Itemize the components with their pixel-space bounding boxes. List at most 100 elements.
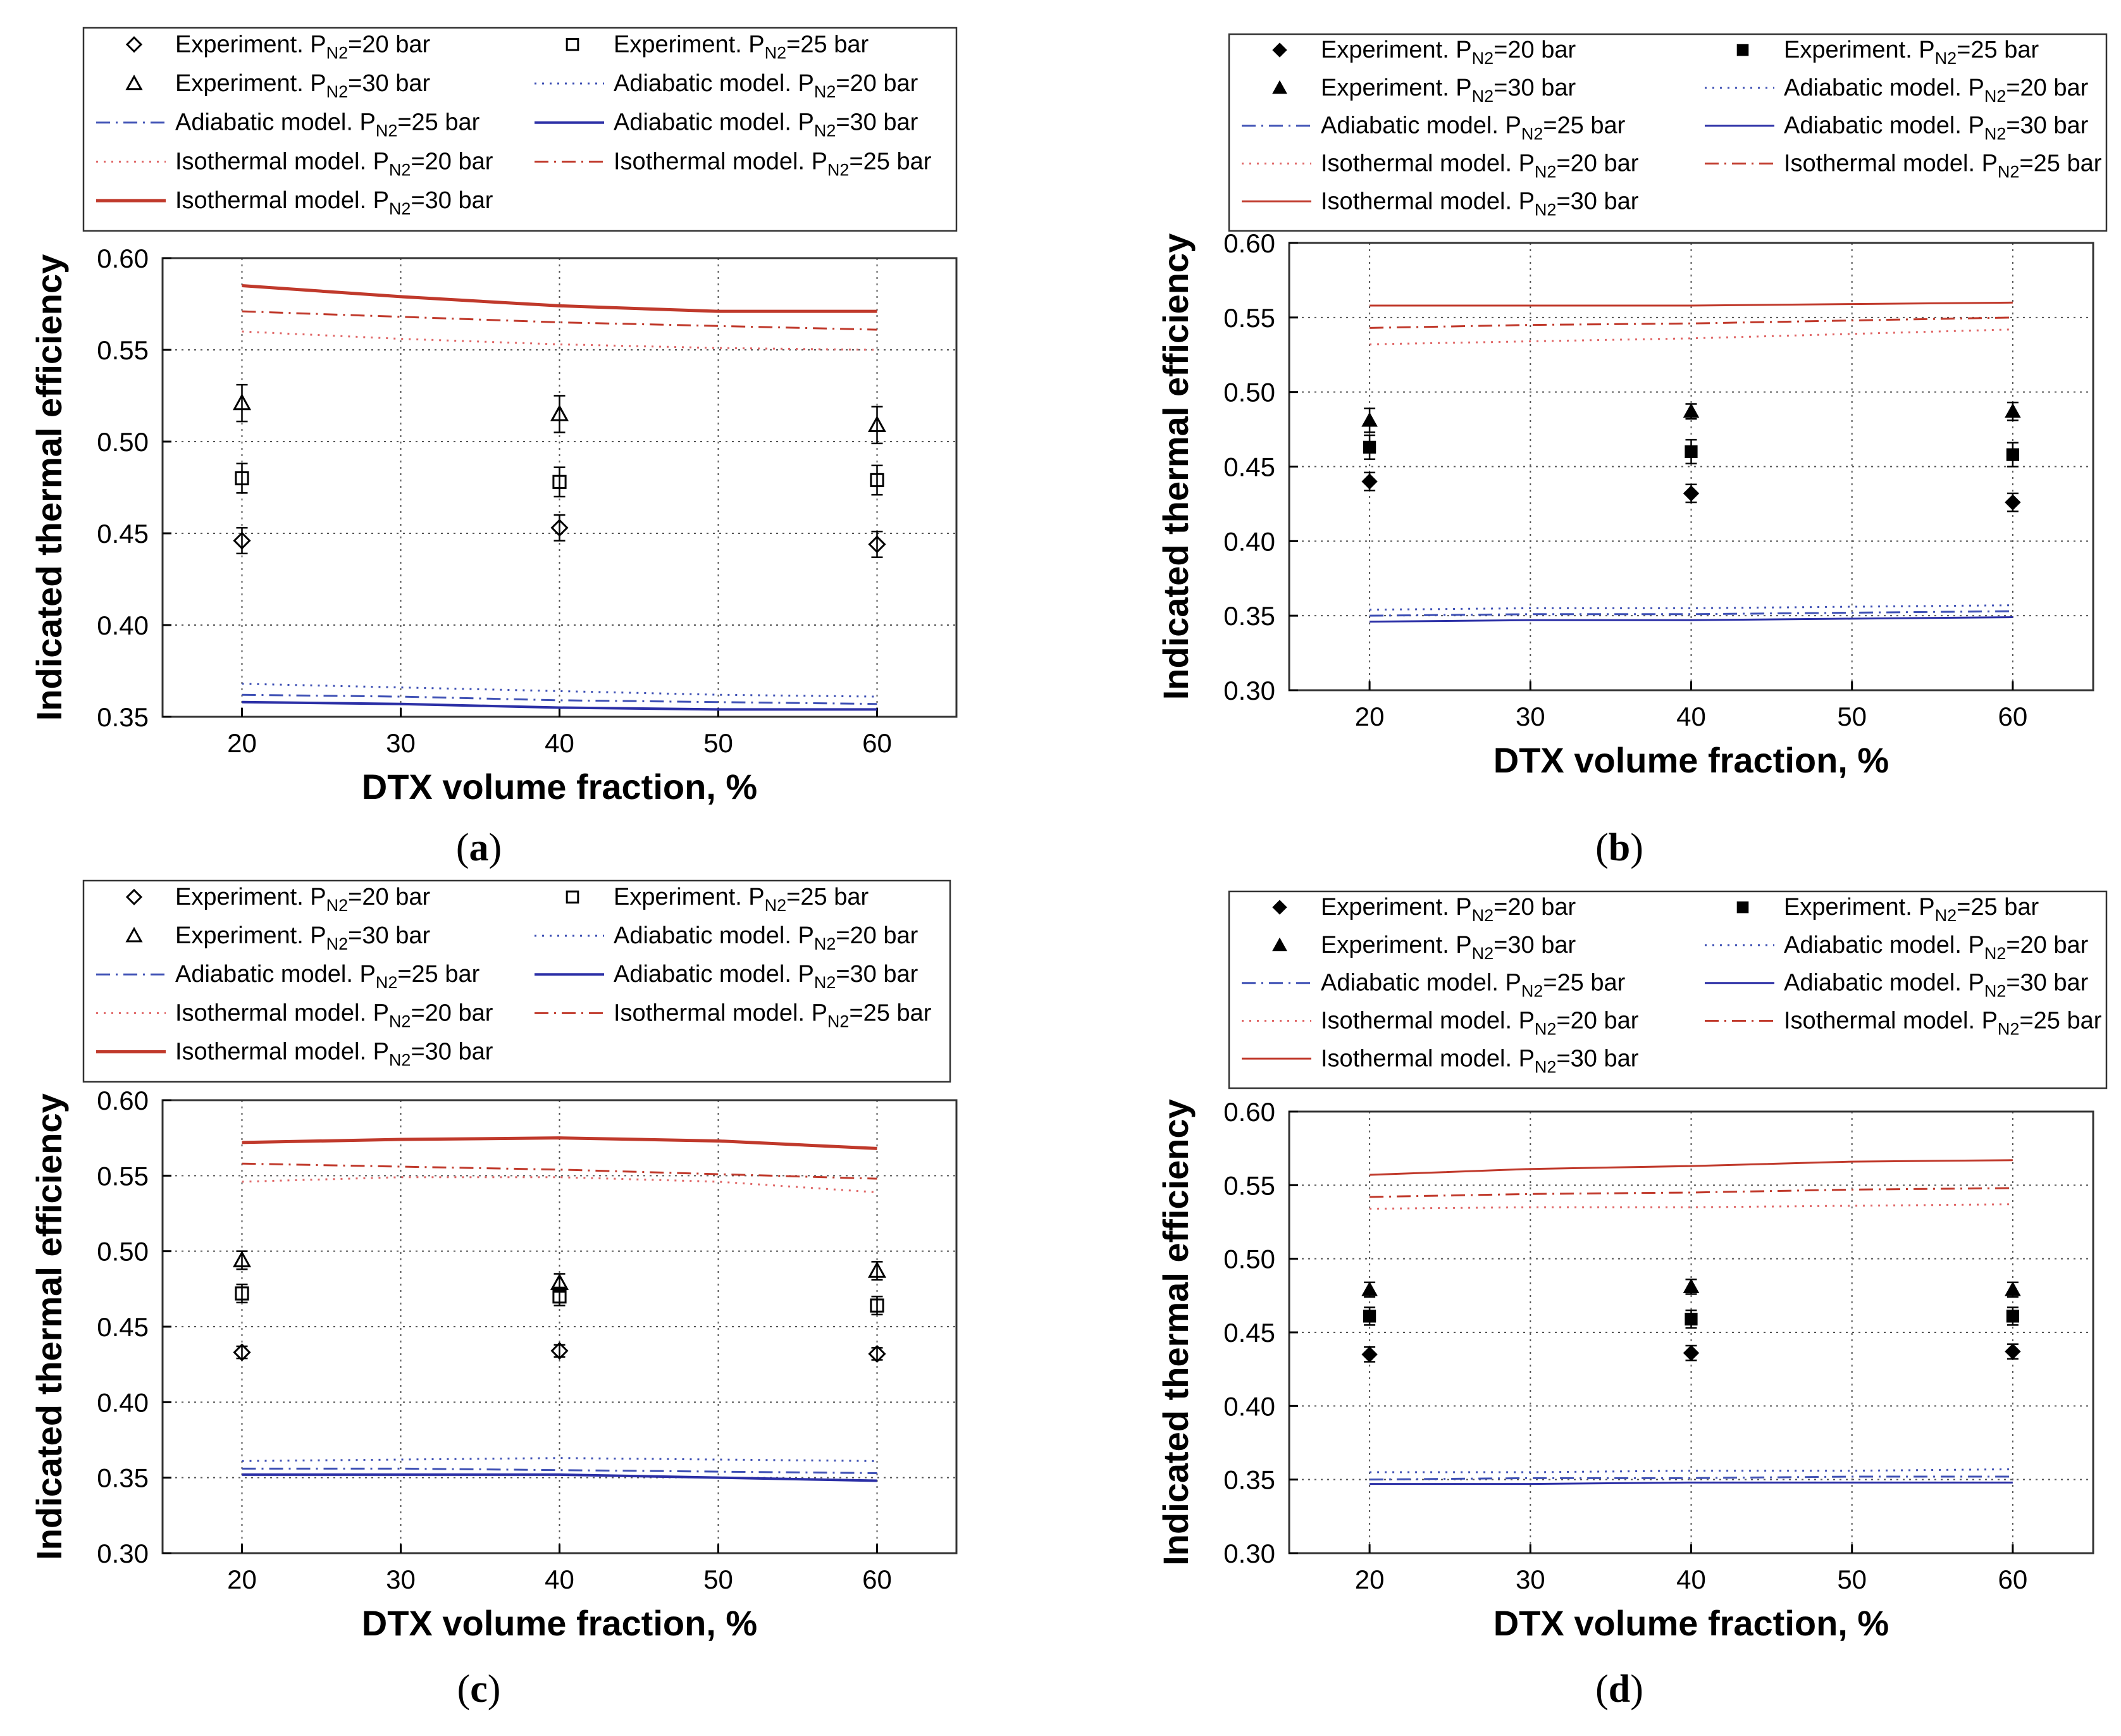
- legend-text-post: =30 bar: [836, 961, 918, 988]
- legend-text-post: =30 bar: [1556, 188, 1638, 214]
- legend-marker-exp30: [125, 926, 143, 943]
- legend-text-pre: Experiment. P: [175, 884, 326, 910]
- panel-label: (a): [456, 826, 502, 869]
- data-point-exp25: [552, 474, 567, 489]
- legend-marker-exp20: [125, 36, 143, 53]
- legend-marker-exp20: [1272, 900, 1287, 915]
- legend-text-post: =20 bar: [411, 148, 493, 175]
- x-axis-title: DTX volume fraction, %: [362, 767, 757, 807]
- panel-label-open: (: [456, 826, 469, 869]
- data-point-exp25: [2006, 1310, 2020, 1323]
- y-tick-label: 0.30: [1223, 1539, 1275, 1568]
- series-line-adi30: [242, 700, 877, 711]
- data-point-exp20: [233, 531, 251, 550]
- legend-text-post: =25 bar: [1543, 970, 1625, 996]
- legend-text-sub: N2: [1535, 163, 1557, 182]
- legend-label-exp20: Experiment. PN2=20 bar: [175, 884, 430, 915]
- legend-text-post: =30 bar: [411, 187, 493, 214]
- legend-frame: [1228, 890, 2108, 1089]
- legend-text-sub: N2: [814, 973, 836, 992]
- series-line-adi20: [1370, 604, 2013, 611]
- legend-text-post: =20 bar: [836, 70, 918, 97]
- x-tick-label: 60: [862, 728, 892, 758]
- data-point-exp30: [550, 404, 569, 421]
- legend-text-sub: N2: [1998, 1020, 2020, 1039]
- y-tick-label: 0.40: [1223, 1391, 1275, 1421]
- legend-text-sub: N2: [1984, 944, 2007, 963]
- y-tick-label: 0.45: [1223, 452, 1275, 482]
- y-tick-label: 0.30: [1223, 676, 1275, 705]
- model-series: [242, 1136, 877, 1482]
- y-tick-label: 0.50: [1223, 1244, 1275, 1274]
- legend-text-pre: Isothermal model. P: [175, 148, 389, 175]
- model-series: [1370, 301, 2013, 623]
- legend-marker-exp30: [1272, 937, 1287, 952]
- legend-label-iso30: Isothermal model. PN2=30 bar: [1321, 188, 1639, 219]
- legend-text-sub: N2: [814, 82, 836, 101]
- legend-text-sub: N2: [1984, 87, 2007, 106]
- legend-label-exp25: Experiment. PN2=25 bar: [1784, 894, 2039, 925]
- series-line-iso30: [242, 1136, 877, 1150]
- legend: Experiment. PN2=20 bar Experiment. PN2=25…: [82, 879, 951, 1083]
- legend-label-exp20: Experiment. PN2=20 bar: [1321, 894, 1576, 925]
- legend-text-sub: N2: [1935, 906, 1957, 925]
- data-point-exp25: [2006, 448, 2020, 461]
- legend-text-sub: N2: [765, 43, 787, 62]
- legend-text-post: =30 bar: [348, 922, 430, 949]
- data-point-exp25: [1685, 1312, 1698, 1326]
- legend-text-post: =30 bar: [1556, 1045, 1638, 1072]
- legend-frame: [82, 27, 958, 232]
- data-point-exp20: [233, 1343, 251, 1361]
- axes: 20 30 40 50 60 0.35 0.40 0.45 0.50 0.55 0.60 DTX vo…: [29, 244, 892, 807]
- legend-text-sub: N2: [1472, 944, 1494, 963]
- series-line-adi25: [242, 1467, 877, 1475]
- legend-text-post: =25 bar: [397, 109, 479, 136]
- series-line-iso25: [242, 1162, 877, 1180]
- legend-text-post: =25 bar: [1957, 894, 2039, 921]
- series-line-iso30: [1370, 301, 2013, 307]
- legend-label-adi20: Adiabatic model. PN2=20 bar: [1784, 75, 2089, 106]
- legend-text-sub: N2: [376, 973, 398, 992]
- data-point-exp20: [550, 519, 569, 537]
- x-tick-label: 60: [862, 1565, 892, 1594]
- y-tick-label: 0.45: [97, 1312, 149, 1342]
- x-axis-title: DTX volume fraction, %: [362, 1603, 757, 1643]
- legend-text-sub: N2: [326, 43, 349, 62]
- series-line-adi25: [1370, 610, 2013, 617]
- legend-text-post: =30 bar: [348, 70, 430, 97]
- experiment-series: [232, 383, 887, 558]
- y-tick-label: 0.40: [97, 611, 149, 640]
- legend-text-pre: Adiabatic model. P: [614, 922, 814, 949]
- legend-label-adi20: Adiabatic model. PN2=20 bar: [1784, 932, 2089, 963]
- y-tick-label: 0.55: [1223, 303, 1275, 333]
- y-axis-title: Indicated thermal efficiency: [29, 1093, 69, 1560]
- legend-text-pre: Isothermal model. P: [175, 187, 389, 214]
- panel-label-close: ): [1630, 1668, 1643, 1711]
- legend-text-sub: N2: [814, 121, 836, 140]
- legend-text-sub: N2: [326, 934, 349, 953]
- legend-text-pre: Adiabatic model. P: [614, 70, 814, 97]
- plot-frame: [161, 1099, 958, 1554]
- data-point-exp25: [1363, 440, 1376, 454]
- x-tick-label: 40: [1676, 1565, 1706, 1594]
- x-tick-label: 40: [545, 1565, 574, 1594]
- legend: Experiment. PN2=20 bar Experiment. PN2=25…: [1228, 890, 2108, 1089]
- legend-text-pre: Adiabatic model. P: [175, 961, 376, 988]
- legend-text-pre: Isothermal model. P: [1784, 1008, 1998, 1034]
- data-point-exp30: [1683, 403, 1700, 418]
- panel-label-letter: c: [470, 1668, 488, 1711]
- y-tick-label: 0.55: [97, 1161, 149, 1191]
- model-series: [242, 284, 877, 711]
- legend-label-adi25: Adiabatic model. PN2=25 bar: [175, 109, 480, 140]
- legend-text-post: =30 bar: [2006, 113, 2088, 139]
- panel-label-close: ): [488, 1668, 501, 1711]
- x-tick-label: 60: [1998, 1565, 2028, 1594]
- series-line-adi30: [242, 1473, 877, 1482]
- axes: 20 30 40 50 60 0.30 0.35 0.40 0.45 0.50 0.55 0.60 DT…: [1156, 228, 2027, 780]
- legend-label-exp25: Experiment. PN2=25 bar: [1784, 37, 2039, 68]
- series-line-iso25: [242, 310, 877, 331]
- data-point-exp25: [1685, 445, 1698, 459]
- data-point-exp25: [235, 471, 249, 486]
- legend-label-adi20: Adiabatic model. PN2=20 bar: [614, 922, 918, 953]
- chart-panel-b: Experiment. PN2=20 bar Experiment. PN2=25…: [1156, 33, 2108, 869]
